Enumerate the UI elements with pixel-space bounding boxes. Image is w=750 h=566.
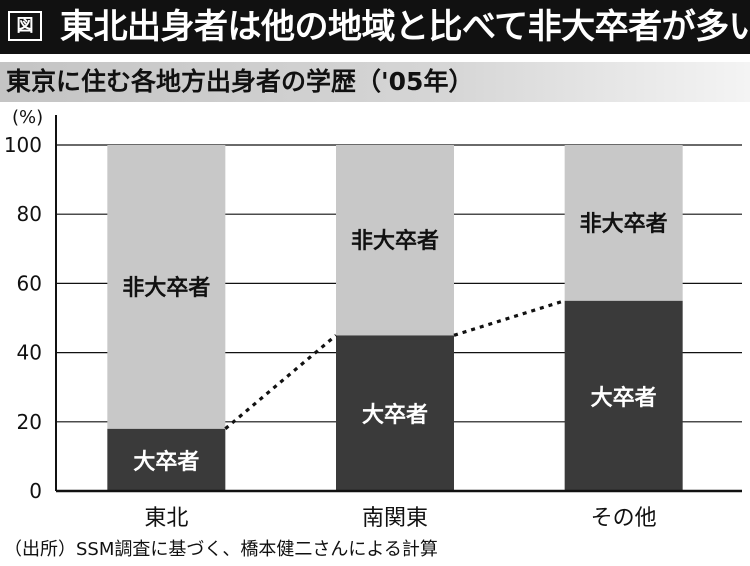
y-tick-label-0: 0: [29, 479, 42, 503]
subtitle-bar: 東京に住む各地方出身者の学歴（'05年）: [0, 62, 750, 102]
segment-label-graduate-2: 大卒者: [591, 385, 657, 411]
connector-line-1: [453, 299, 566, 337]
segment-label-non-graduate-2: 非大卒者: [580, 211, 668, 237]
x-tick-label-0: 東北: [144, 506, 188, 531]
page-title: 東北出身者は他の地域と比べて非大卒者が多い: [60, 7, 750, 47]
bar-layer: [107, 145, 683, 491]
y-tick-label-20: 20: [17, 410, 42, 434]
source-note: （出所）SSM調査に基づく、橋本健二さんによる計算: [4, 539, 438, 560]
chart-subtitle: 東京に住む各地方出身者の学歴（'05年）: [6, 67, 474, 96]
y-tick-label-80: 80: [17, 202, 42, 226]
segment-label-graduate-0: 大卒者: [133, 449, 199, 475]
x-tick-label-1: 南関東: [362, 506, 428, 531]
bar-non-graduate-2: [564, 145, 683, 301]
title-bar: 図 東北出身者は他の地域と比べて非大卒者が多い: [0, 0, 750, 54]
connector-line-0: [224, 334, 338, 430]
segment-label-non-graduate-0: 非大卒者: [122, 275, 210, 301]
figure-label: 図: [8, 11, 42, 41]
bar-non-graduate-1: [336, 145, 454, 336]
x-tick-label-2: その他: [591, 506, 657, 531]
connector-layer: [224, 299, 566, 430]
bar-graduate-1: [336, 335, 454, 491]
bar-non-graduate-0: [107, 145, 226, 429]
axis-layer: 0 20 40 60 80 100 (%): [4, 107, 742, 503]
y-tick-label-60: 60: [17, 271, 42, 295]
y-axis-unit-label: (%): [12, 107, 43, 128]
y-tick-label-100: 100: [4, 133, 42, 157]
bar-graduate-2: [564, 300, 683, 491]
segment-label-graduate-1: 大卒者: [362, 402, 428, 428]
segment-label-non-graduate-1: 非大卒者: [351, 228, 439, 254]
y-tick-label-40: 40: [17, 341, 42, 365]
bar-graduate-0: [107, 428, 226, 491]
